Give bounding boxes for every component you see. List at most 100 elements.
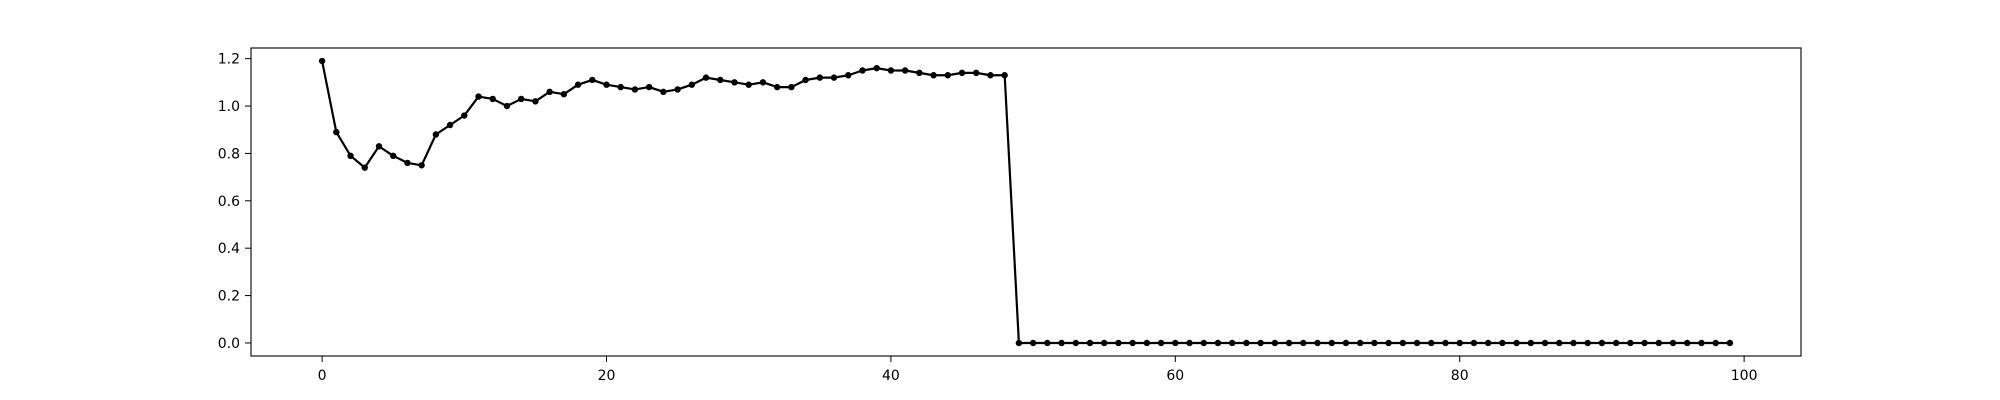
data-point [1314, 339, 1321, 347]
plot-area-frame [250, 47, 1802, 357]
data-point [546, 88, 553, 96]
data-point [944, 72, 951, 79]
data-point [873, 64, 880, 72]
data-point [1172, 339, 1179, 347]
data-point [1115, 339, 1122, 347]
data-point [461, 112, 468, 119]
x-tick-label: 100 [1731, 368, 1758, 384]
data-point [674, 86, 681, 93]
x-axis: 0 20 40 60 80 100 [318, 356, 1758, 384]
data-point [1627, 339, 1634, 347]
data-point [1456, 339, 1463, 347]
data-point [1243, 339, 1250, 347]
data-point [347, 152, 354, 159]
data-point [1058, 339, 1065, 347]
y-tick-label: 1.2 [218, 52, 240, 68]
data-point [1527, 339, 1535, 347]
data-point [631, 86, 639, 93]
data-point [1001, 72, 1008, 79]
data-point [731, 79, 738, 86]
data-point [603, 81, 610, 88]
data-point [1726, 339, 1734, 347]
data-point [361, 164, 368, 171]
data-point [589, 76, 596, 84]
data-point [916, 69, 923, 77]
data-point [788, 83, 795, 91]
data-point [560, 91, 568, 98]
data-point [574, 81, 582, 88]
data-point [1257, 339, 1264, 347]
data-point [1641, 339, 1648, 347]
data-point [901, 67, 909, 74]
data-point [1157, 339, 1165, 347]
data-point [973, 69, 980, 77]
data-point [1143, 339, 1151, 347]
data-point [759, 79, 767, 86]
x-tick-label: 60 [1166, 368, 1184, 384]
data-point [958, 69, 966, 77]
data-point [1570, 339, 1577, 347]
data-point [1015, 339, 1023, 347]
data-point [702, 74, 710, 81]
data-point [1228, 339, 1236, 347]
x-tick-label: 20 [598, 368, 616, 384]
data-point [717, 76, 724, 84]
data-point [1541, 339, 1549, 347]
data-point [532, 98, 539, 105]
data-point [773, 83, 781, 91]
y-axis: 0.0 0.2 0.4 0.6 0.8 1.0 1.2 [218, 52, 251, 352]
data-point [887, 67, 895, 74]
data-point [745, 81, 752, 88]
data-point [1513, 339, 1520, 347]
data-point [1285, 339, 1293, 347]
data-point [1371, 339, 1378, 347]
data-point [802, 76, 809, 84]
data-point [1684, 339, 1691, 347]
data-point [1186, 339, 1193, 347]
data-point [1484, 339, 1492, 347]
data-point [1086, 339, 1094, 347]
data-point [390, 152, 397, 159]
data-point [1356, 339, 1364, 347]
data-point [1712, 339, 1719, 347]
data-point [1072, 339, 1079, 347]
data-point [1428, 339, 1435, 347]
data-point [1300, 339, 1307, 347]
data-point [1413, 339, 1421, 347]
data-point [1669, 339, 1677, 347]
data-point [375, 143, 383, 150]
data-point [1129, 339, 1136, 347]
series-layer [318, 57, 1734, 347]
data-point [859, 67, 866, 74]
data-point [1328, 339, 1335, 347]
data-point [1584, 339, 1591, 347]
data-point [1101, 339, 1108, 347]
data-point [489, 95, 496, 103]
data-point [333, 128, 340, 136]
x-tick-label: 40 [882, 368, 900, 384]
y-tick-label: 0.2 [218, 289, 240, 305]
data-point [1214, 339, 1222, 347]
data-point [816, 74, 824, 81]
y-tick-label: 1.0 [218, 99, 240, 115]
data-point [645, 83, 653, 91]
x-tick-label: 0 [318, 368, 327, 384]
data-point [987, 72, 994, 79]
series-line [321, 60, 1730, 345]
data-point [404, 159, 411, 167]
data-point [1029, 339, 1037, 347]
data-point [418, 162, 425, 169]
data-point [660, 88, 667, 96]
data-point [1470, 339, 1478, 347]
data-point [845, 72, 852, 79]
y-tick-label: 0.6 [218, 194, 240, 210]
data-point [1044, 339, 1051, 347]
data-point [1442, 339, 1449, 347]
data-point [517, 95, 525, 103]
y-tick-label: 0.4 [218, 241, 240, 257]
data-point [1655, 339, 1662, 347]
data-point [1271, 339, 1279, 347]
data-point [432, 131, 440, 138]
